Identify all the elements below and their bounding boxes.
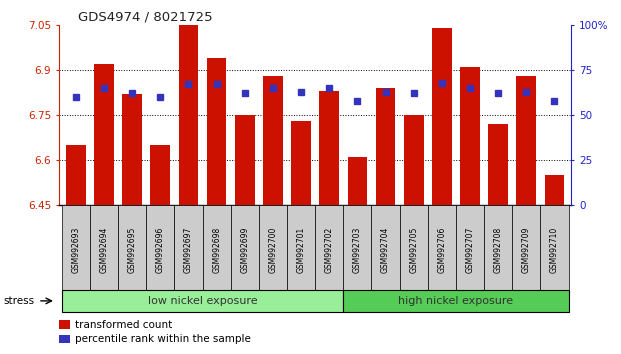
Bar xyxy=(235,115,255,205)
Text: GSM992697: GSM992697 xyxy=(184,226,193,273)
Text: GSM992706: GSM992706 xyxy=(437,226,446,273)
Text: GSM992708: GSM992708 xyxy=(494,227,502,273)
Bar xyxy=(122,94,142,205)
Bar xyxy=(150,145,170,205)
Text: GSM992700: GSM992700 xyxy=(268,226,278,273)
Bar xyxy=(319,91,339,205)
Text: GSM992701: GSM992701 xyxy=(297,227,306,273)
Bar xyxy=(460,67,480,205)
Bar xyxy=(376,88,396,205)
Bar xyxy=(432,28,451,205)
Bar xyxy=(263,76,283,205)
Text: high nickel exposure: high nickel exposure xyxy=(398,296,514,306)
Text: GDS4974 / 8021725: GDS4974 / 8021725 xyxy=(78,11,212,24)
Text: GSM992704: GSM992704 xyxy=(381,226,390,273)
Text: GSM992705: GSM992705 xyxy=(409,226,418,273)
Text: GSM992703: GSM992703 xyxy=(353,226,362,273)
Bar xyxy=(207,58,227,205)
Text: GSM992699: GSM992699 xyxy=(240,226,249,273)
Bar xyxy=(94,64,114,205)
Bar xyxy=(545,175,564,205)
Bar xyxy=(66,145,86,205)
Text: GSM992707: GSM992707 xyxy=(466,226,474,273)
Bar xyxy=(179,25,198,205)
Bar xyxy=(517,76,536,205)
Text: GSM992696: GSM992696 xyxy=(156,226,165,273)
Text: transformed count: transformed count xyxy=(75,320,172,330)
Text: GSM992709: GSM992709 xyxy=(522,226,531,273)
Text: GSM992695: GSM992695 xyxy=(128,226,137,273)
Text: GSM992702: GSM992702 xyxy=(325,227,333,273)
Text: GSM992693: GSM992693 xyxy=(71,226,80,273)
Bar xyxy=(291,121,311,205)
Text: GSM992694: GSM992694 xyxy=(99,226,109,273)
Bar xyxy=(488,124,508,205)
Text: GSM992698: GSM992698 xyxy=(212,227,221,273)
Text: percentile rank within the sample: percentile rank within the sample xyxy=(75,334,250,344)
Text: low nickel exposure: low nickel exposure xyxy=(148,296,257,306)
Text: GSM992710: GSM992710 xyxy=(550,227,559,273)
Bar xyxy=(348,157,367,205)
Bar xyxy=(404,115,424,205)
Text: stress: stress xyxy=(3,296,34,306)
